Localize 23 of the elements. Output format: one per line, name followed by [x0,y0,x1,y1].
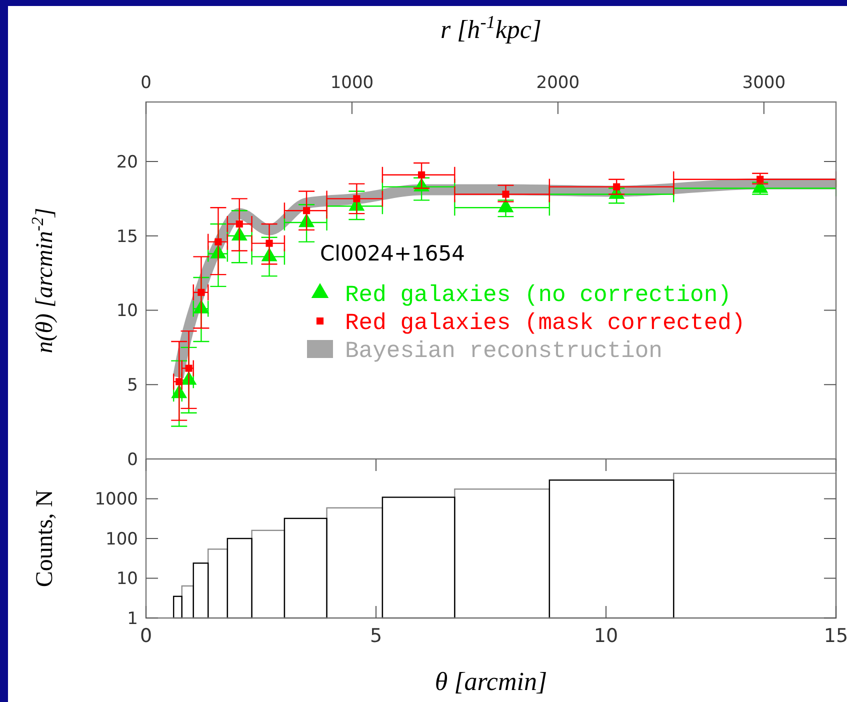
legend-title: Cl0024+1654 [320,241,465,266]
y-tick-label: 10 [116,569,138,590]
y-tick-label: 1 [127,608,138,629]
x2-tick-label: 1000 [330,73,374,93]
legend-label: Bayesian reconstruction [345,338,662,364]
y-tick-label: 1000 [94,490,138,510]
legend-label: Red galaxies (no correction) [345,282,732,308]
x2-tick-label: 3000 [742,73,786,93]
x2-tick-label: 0 [140,73,152,93]
y-tick-label: 0 [127,450,138,470]
x-tick-label: 15 [824,625,847,647]
y-tick-label: 100 [106,529,138,550]
y-tick-label: 10 [116,301,138,322]
x-tick-label: 5 [370,625,382,647]
legend-label: Red galaxies (mask corrected) [345,310,746,336]
y-axis-title: Counts, N [32,490,58,588]
x-tick-label: 10 [594,625,618,647]
x-axis-title: θ [arcmin] [434,667,548,696]
y-tick-label: 15 [116,226,138,247]
y-tick-label: 5 [127,376,138,396]
y-tick-label: 20 [116,152,138,172]
x2-tick-label: 2000 [536,73,580,93]
x2-axis-title: r [h$^{-1}$kpc] [440,12,542,44]
